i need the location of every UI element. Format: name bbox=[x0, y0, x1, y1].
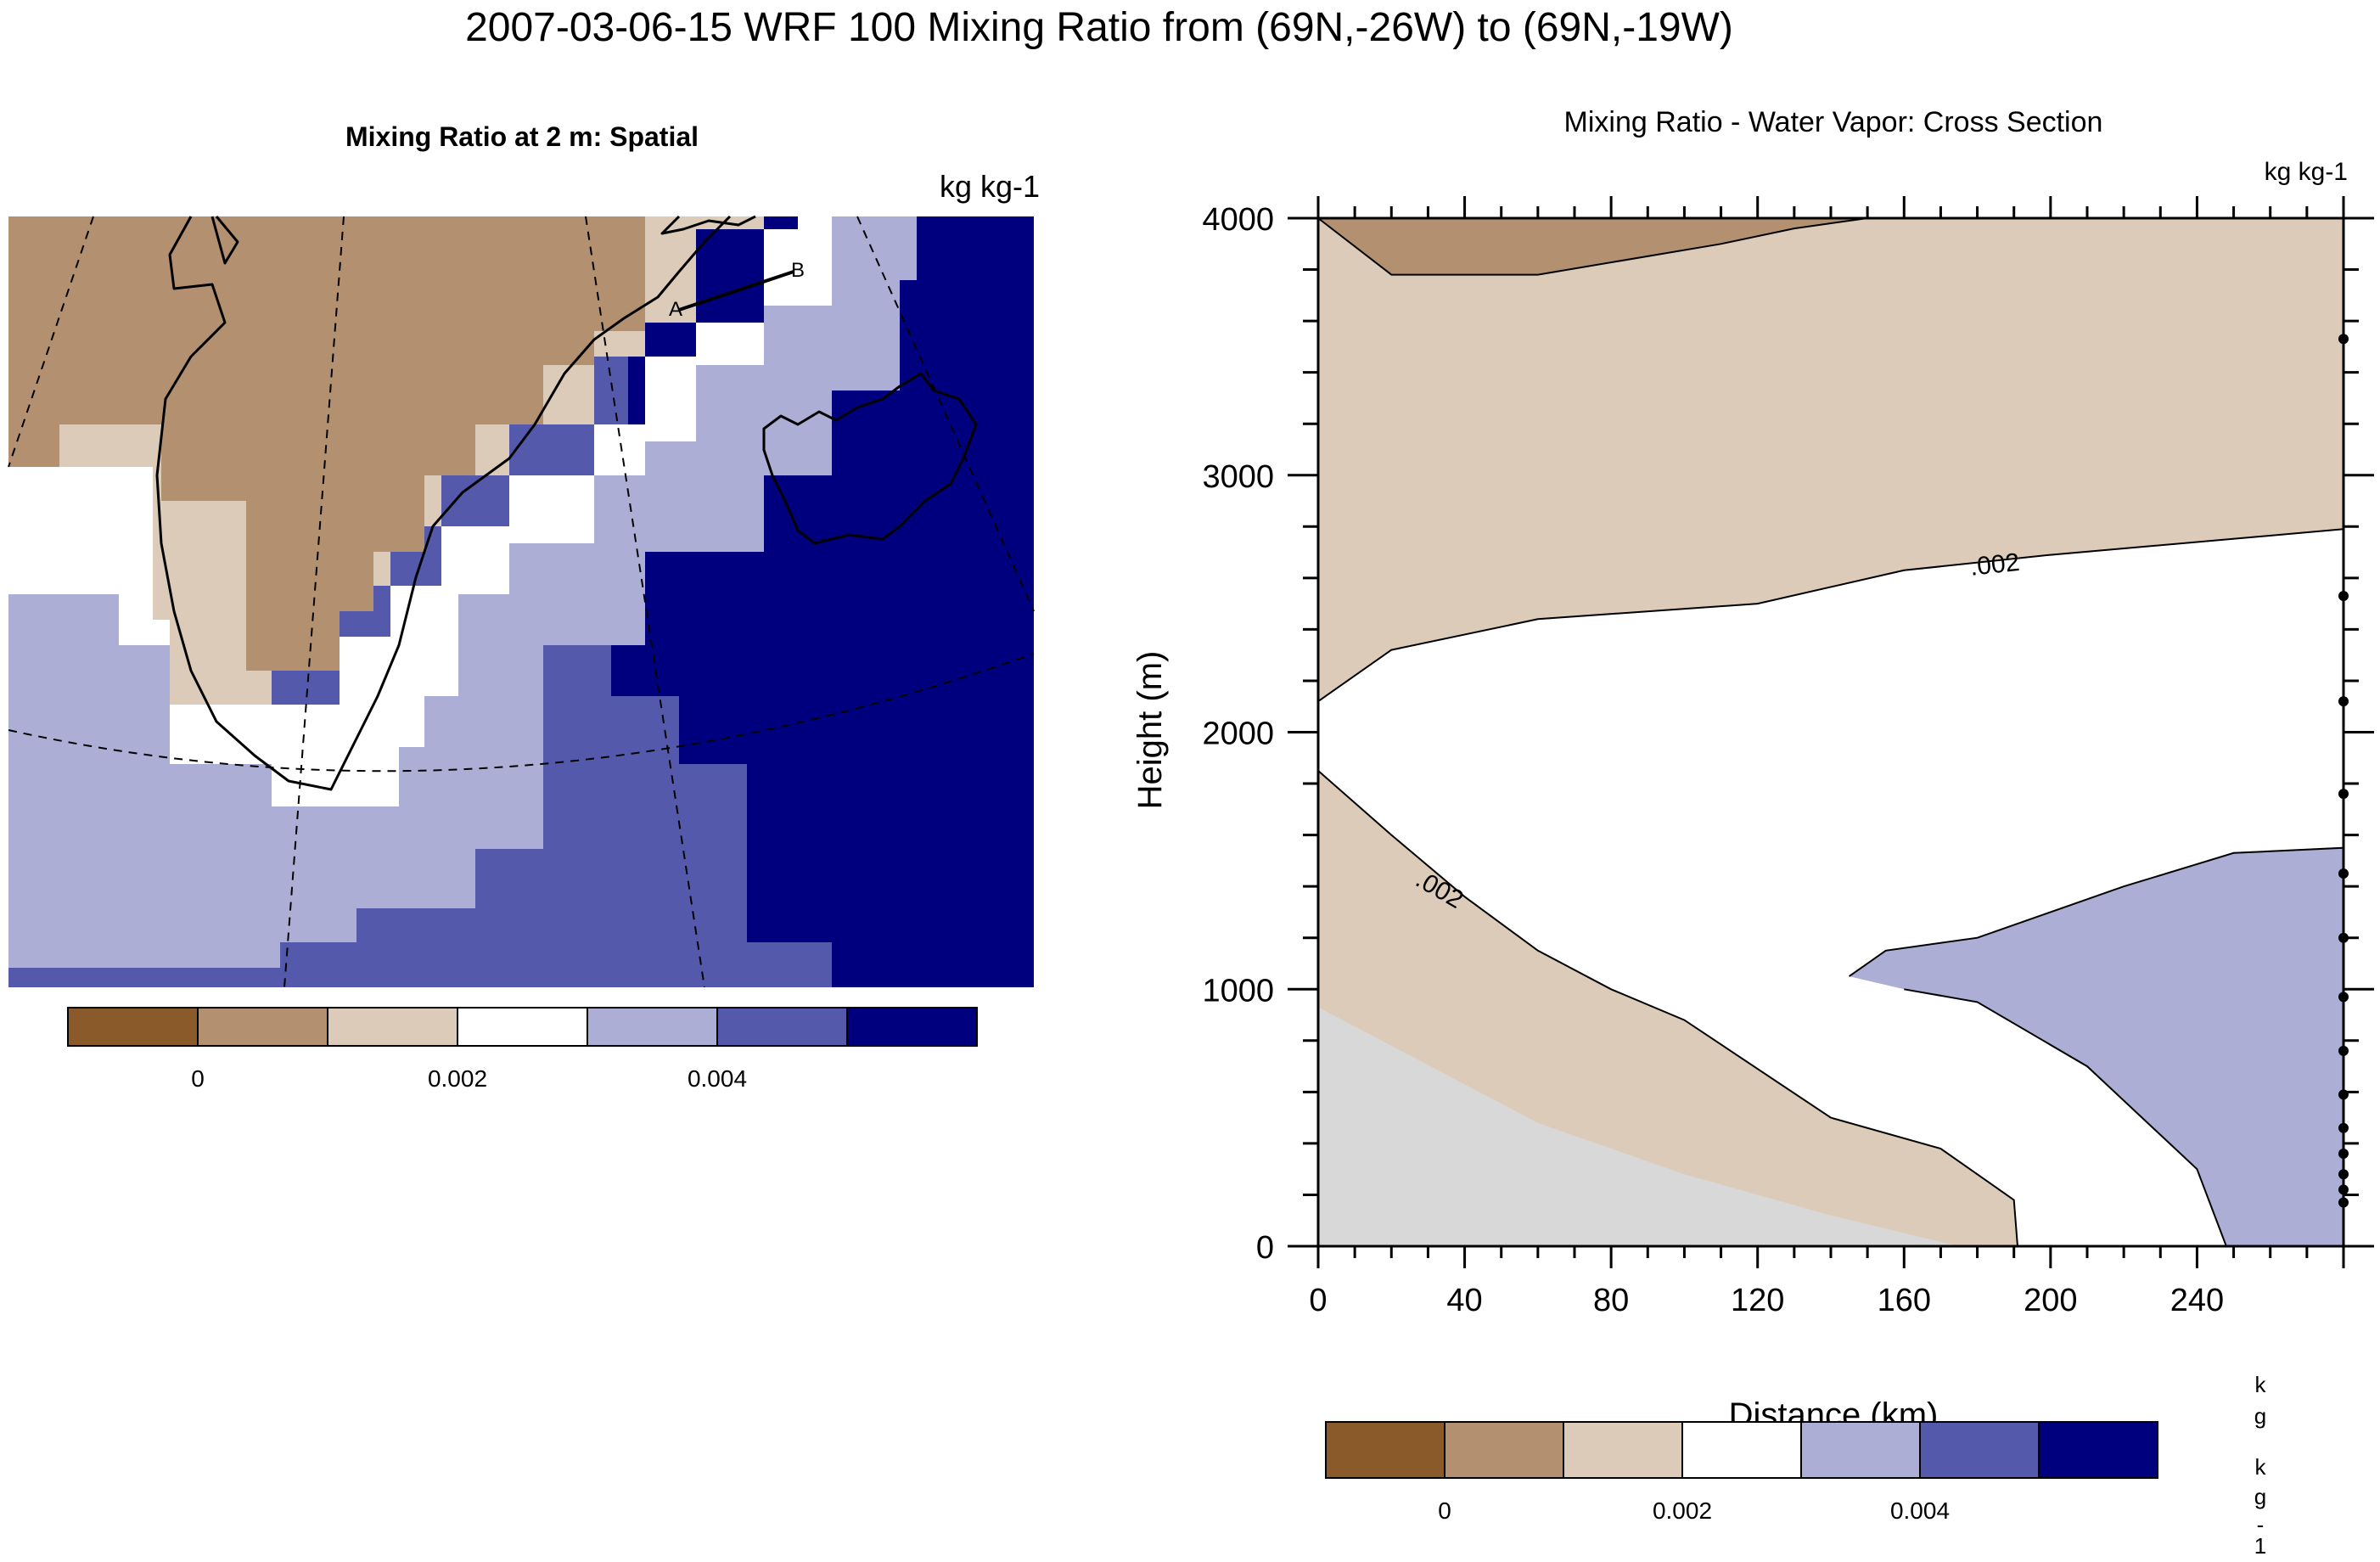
greenland-coastline bbox=[155, 215, 732, 791]
y-axis-label: Height (m) bbox=[1131, 651, 1169, 810]
cross-section-units: kg kg-1 bbox=[2265, 158, 2348, 186]
tan-region bbox=[59, 216, 764, 705]
y-tick-label: 4000 bbox=[1202, 202, 1274, 238]
units-letter: - bbox=[2257, 1512, 2265, 1537]
model-level-dot bbox=[2338, 1122, 2349, 1133]
spatial-map: AB bbox=[8, 215, 1035, 988]
colorbar-tick-label: 0.002 bbox=[428, 1065, 487, 1092]
colorbar-tick-label: 0.004 bbox=[1890, 1497, 1950, 1524]
x-tick-label: 40 bbox=[1446, 1283, 1482, 1318]
colorbar-tick-label: 0 bbox=[1438, 1497, 1451, 1524]
colorbar-tick-label: 0.004 bbox=[688, 1065, 747, 1092]
units-letter: g bbox=[2254, 1403, 2266, 1429]
cross-section-colorbar: 0 0.002 0.004 bbox=[1325, 1421, 2158, 1524]
transect-line bbox=[678, 270, 794, 312]
contour-label: .002 bbox=[1968, 548, 2021, 582]
meridian-line bbox=[585, 216, 705, 988]
colorbar-box bbox=[67, 1007, 199, 1047]
model-level-dot bbox=[2338, 789, 2349, 800]
colorbar-box bbox=[1800, 1421, 1921, 1479]
x-tick-label: 200 bbox=[2024, 1283, 2077, 1318]
colorbar-box bbox=[1444, 1421, 1564, 1479]
cross-section-title: Mixing Ratio - Water Vapor: Cross Sectio… bbox=[1564, 106, 2103, 138]
colorbar-box bbox=[457, 1007, 588, 1047]
model-level-dot bbox=[2338, 591, 2349, 602]
contour-line-top bbox=[1317, 217, 1868, 276]
colorbar-box bbox=[716, 1007, 848, 1047]
ground-region bbox=[1318, 1007, 1959, 1246]
model-level-dot bbox=[2338, 1089, 2349, 1100]
contour-line-lower bbox=[1317, 770, 2018, 1247]
transect-label-a: A bbox=[669, 298, 682, 321]
spatial-colorbar: 0 0.002 0.004 bbox=[67, 1007, 978, 1092]
transect-label-b: B bbox=[791, 259, 805, 282]
model-level-dot bbox=[2338, 1149, 2349, 1160]
model-level-dot bbox=[2338, 1045, 2349, 1056]
y-tick-label: 3000 bbox=[1202, 459, 1274, 495]
colorbar-box bbox=[1563, 1421, 1683, 1479]
meridian-line bbox=[856, 216, 1035, 612]
colorbar-box bbox=[327, 1007, 458, 1047]
units-letter: k bbox=[2255, 1454, 2267, 1480]
colorbar-box bbox=[1681, 1421, 1802, 1479]
y-tick-label: 2000 bbox=[1202, 716, 1274, 752]
colorbar-tick-label: 0.002 bbox=[1653, 1497, 1712, 1524]
model-level-dot bbox=[2338, 868, 2349, 879]
cross-section-panel: Mixing Ratio - Water Vapor: Cross Sectio… bbox=[1131, 106, 2374, 1559]
spatial-panel: Mixing Ratio at 2 m: Spatial kg kg-1 AB … bbox=[8, 121, 1040, 1092]
model-level-dot bbox=[2338, 1169, 2349, 1180]
units-letter: k bbox=[2255, 1372, 2267, 1397]
x-tick-label: 80 bbox=[1593, 1283, 1629, 1318]
contour-line-upper bbox=[1317, 528, 2344, 703]
x-tick-label: 0 bbox=[1309, 1283, 1327, 1318]
units-letter: 1 bbox=[2254, 1533, 2266, 1559]
colorbar-box bbox=[2038, 1421, 2158, 1479]
model-level-dot bbox=[2338, 992, 2349, 1003]
meridian-line bbox=[8, 216, 94, 468]
x-tick-label: 240 bbox=[2170, 1283, 2224, 1318]
meridian-line bbox=[283, 216, 345, 988]
iceland-coastline bbox=[762, 372, 978, 545]
model-level-dot bbox=[2338, 334, 2349, 345]
model-level-dot bbox=[2338, 696, 2349, 707]
lavender-region bbox=[8, 216, 917, 968]
brown-region bbox=[8, 216, 645, 671]
units-letter: g bbox=[2254, 1484, 2266, 1509]
coastline-segment bbox=[660, 215, 756, 235]
tan-upper-region bbox=[1318, 218, 2344, 702]
x-tick-label: 120 bbox=[1731, 1283, 1784, 1318]
model-level-dot bbox=[2338, 1184, 2349, 1195]
x-tick-label: 160 bbox=[1878, 1283, 1931, 1318]
model-level-dot bbox=[2338, 1197, 2349, 1208]
y-tick-label: 1000 bbox=[1202, 973, 1274, 1009]
spatial-units: kg kg-1 bbox=[940, 169, 1040, 204]
model-level-dot bbox=[2338, 932, 2349, 943]
coastline-inlet bbox=[210, 216, 239, 265]
y-tick-label: 0 bbox=[1256, 1230, 1274, 1266]
lavender-region bbox=[1849, 847, 2344, 1246]
spatial-title: Mixing Ratio at 2 m: Spatial bbox=[345, 121, 699, 152]
colorbar-box bbox=[587, 1007, 718, 1047]
colorbar-tick-label: 0 bbox=[191, 1065, 205, 1092]
colorbar-box bbox=[1325, 1421, 1445, 1479]
colorbar-box bbox=[197, 1007, 328, 1047]
latitude-line bbox=[8, 653, 1035, 773]
colorbar-box bbox=[846, 1007, 978, 1047]
brown-top-region bbox=[1318, 218, 1941, 275]
colorbar-box bbox=[1919, 1421, 2040, 1479]
figure-title: 2007-03-06-15 WRF 100 Mixing Ratio from … bbox=[465, 5, 1733, 50]
